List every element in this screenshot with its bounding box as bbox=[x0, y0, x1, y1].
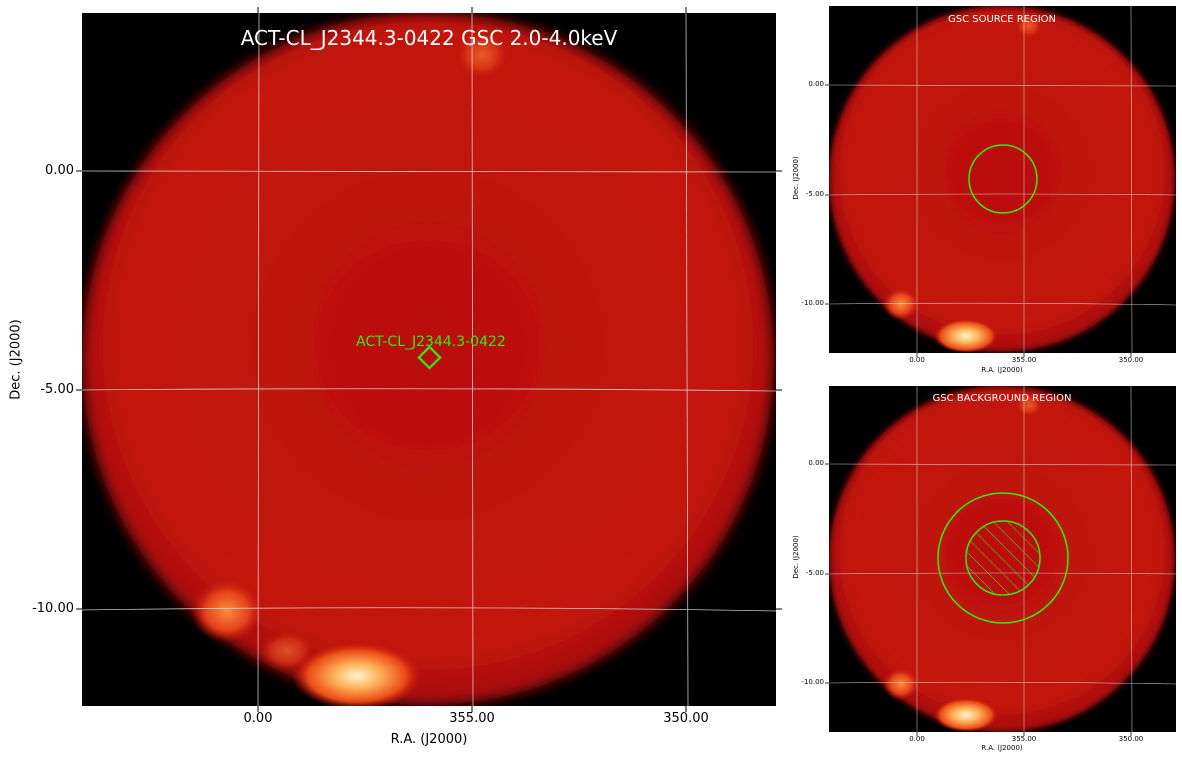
background-ylabel: Dec. (J2000) bbox=[792, 535, 800, 579]
source-ytick-1: -5.00 bbox=[805, 190, 824, 198]
bright-source-lower-left bbox=[191, 579, 263, 643]
main-xtick-2: 350.00 bbox=[663, 711, 709, 726]
source-xlabel: R.A. (J2000) bbox=[981, 366, 1023, 374]
bright-source-lower-left bbox=[883, 288, 919, 320]
coordinate-grid bbox=[82, 13, 776, 706]
main-title: ACT-CL_J2344.3-0422 GSC 2.0-4.0keV bbox=[240, 26, 618, 50]
main-xlabel: R.A. (J2000) bbox=[390, 732, 468, 747]
faint-source-bottom bbox=[259, 631, 315, 671]
background-xtick-0: 0.00 bbox=[909, 735, 925, 743]
main-panel: ACT-CL_J2344.3-0422 GSC 2.0-4.0keV ACT-C… bbox=[8, 7, 782, 747]
background-region-panel: GSC BACKGROUND REGION 0.00 -5.00 -10.00 … bbox=[790, 379, 1182, 758]
coordinate-grid bbox=[829, 6, 1176, 353]
main-xtick-0: 0.00 bbox=[243, 711, 273, 726]
bright-source-bottom bbox=[292, 642, 422, 706]
background-xtick-1: 355.00 bbox=[1011, 735, 1037, 743]
main-axis-ticks bbox=[76, 7, 782, 712]
main-ytick-2: -10.00 bbox=[32, 601, 74, 616]
background-ytick-2: -10.00 bbox=[801, 678, 824, 686]
source-panel-title: GSC SOURCE REGION bbox=[947, 14, 1057, 25]
background-xtick-2: 350.00 bbox=[1118, 735, 1144, 743]
background-axis-ticks bbox=[825, 463, 1132, 736]
source-xtick-0: 0.00 bbox=[909, 356, 925, 364]
detector-disk bbox=[829, 6, 1175, 352]
bright-source-top bbox=[456, 31, 508, 79]
bright-source-top bbox=[1016, 393, 1042, 417]
detector-disk bbox=[82, 13, 774, 705]
main-image-svg bbox=[82, 13, 776, 706]
bright-source-bottom bbox=[934, 319, 998, 353]
source-axis-ticks bbox=[825, 84, 1132, 357]
source-ytick-0: 0.00 bbox=[808, 80, 824, 88]
source-marker-icon[interactable] bbox=[417, 345, 442, 370]
background-image-frame[interactable]: GSC BACKGROUND REGION bbox=[829, 386, 1176, 732]
main-ytick-1: -5.00 bbox=[40, 382, 74, 397]
source-xtick-2: 350.00 bbox=[1118, 356, 1144, 364]
excluded-inner-circle[interactable] bbox=[965, 520, 1041, 596]
source-region-circle[interactable] bbox=[968, 144, 1038, 214]
background-ytick-0: 0.00 bbox=[808, 459, 824, 467]
source-region-panel: GSC SOURCE REGION 0.00 -5.00 -10.00 0.00… bbox=[790, 0, 1182, 380]
source-ytick-2: -10.00 bbox=[801, 299, 824, 307]
background-image-svg bbox=[829, 386, 1176, 732]
background-outer-circle[interactable] bbox=[937, 492, 1069, 624]
source-xtick-1: 355.00 bbox=[1011, 356, 1037, 364]
main-ytick-0: 0.00 bbox=[45, 163, 74, 178]
main-ylabel: Dec. (J2000) bbox=[8, 319, 24, 400]
bright-source-top bbox=[1016, 14, 1042, 38]
source-image-svg bbox=[829, 6, 1176, 353]
source-label: ACT-CL_J2344.3-0422 bbox=[356, 334, 506, 350]
background-xlabel: R.A. (J2000) bbox=[981, 744, 1023, 752]
background-ytick-1: -5.00 bbox=[805, 569, 824, 577]
main-image-frame[interactable]: ACT-CL_J2344.3-0422 GSC 2.0-4.0keV ACT-C… bbox=[82, 13, 776, 706]
source-ylabel: Dec. (J2000) bbox=[792, 156, 800, 200]
main-xtick-1: 355.00 bbox=[449, 711, 495, 726]
background-panel-title: GSC BACKGROUND REGION bbox=[932, 393, 1072, 404]
bright-source-lower-left bbox=[883, 668, 919, 700]
bright-source-bottom bbox=[934, 698, 998, 732]
source-image-frame[interactable]: GSC SOURCE REGION bbox=[829, 6, 1176, 353]
